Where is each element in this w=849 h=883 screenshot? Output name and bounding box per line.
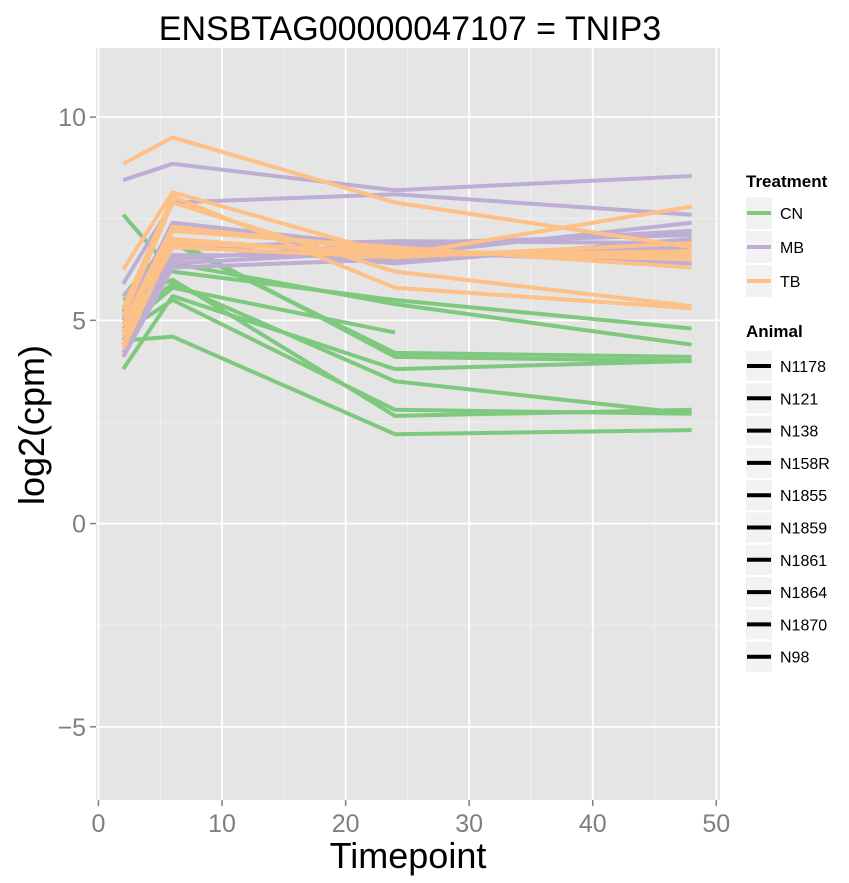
legend-label-cn: CN (780, 206, 803, 223)
y-tick-label: 5 (72, 307, 86, 335)
minor-gridlines (96, 48, 720, 800)
legend-label-animal: N1864 (780, 585, 827, 602)
chart-title: ENSBTAG00000047107 = TNIP3 (159, 10, 661, 48)
series-line-tb-25 (121, 228, 692, 334)
legend-label-tb: TB (780, 274, 800, 291)
y-axis-title: log2(cpm) (11, 345, 52, 505)
x-axis-ticks: 0 10 20 30 40 50 (92, 800, 730, 838)
legend-label-mb: MB (780, 240, 804, 257)
legend-label-animal: N158R (780, 456, 830, 473)
y-axis-ticks: −5 0 5 10 (57, 104, 96, 742)
legend-animal-title: Animal (746, 322, 803, 341)
x-tick-label: 20 (332, 810, 360, 838)
legend-label-animal: N1855 (780, 488, 827, 505)
x-tick-label: 10 (208, 810, 236, 838)
plot-panel (96, 48, 720, 800)
legend-label-animal: N121 (780, 391, 818, 408)
series-line-cn-7 (121, 294, 692, 372)
legend-label-animal: N1861 (780, 553, 827, 570)
series-line-tb-28 (121, 241, 692, 338)
y-tick-label: 10 (58, 104, 86, 132)
series-line-tb-22 (121, 194, 692, 311)
legend-animal: Animal N1178 N121 N138 N158R N1855 N1859 N1861… (746, 322, 830, 672)
legend-label-animal: N1870 (780, 617, 827, 634)
series-line-mb-11 (122, 161, 692, 193)
x-tick-label: 30 (455, 810, 483, 838)
y-tick-label: 0 (72, 511, 86, 539)
legend-treatment-title: Treatment (746, 172, 828, 191)
legend-label-animal: N1178 (780, 359, 826, 376)
x-tick-label: 40 (579, 810, 607, 838)
legend-label-animal: N138 (780, 424, 818, 441)
major-gridlines (96, 48, 720, 800)
x-tick-label: 50 (702, 810, 730, 838)
series-line-mb-12 (121, 192, 692, 285)
series-lines (121, 135, 692, 437)
legend-label-animal: N1859 (780, 521, 827, 538)
series-line-cn-5 (123, 334, 692, 437)
series-line-tb-20 (122, 135, 692, 250)
y-tick-label: −5 (57, 714, 86, 742)
series-line-tb-21 (121, 190, 692, 271)
x-axis-title: Timepoint (330, 835, 487, 876)
x-tick-label: 0 (92, 810, 106, 838)
legend-treatment: Treatment CN MB TB (746, 172, 828, 297)
legend-label-animal: N98 (780, 650, 809, 667)
